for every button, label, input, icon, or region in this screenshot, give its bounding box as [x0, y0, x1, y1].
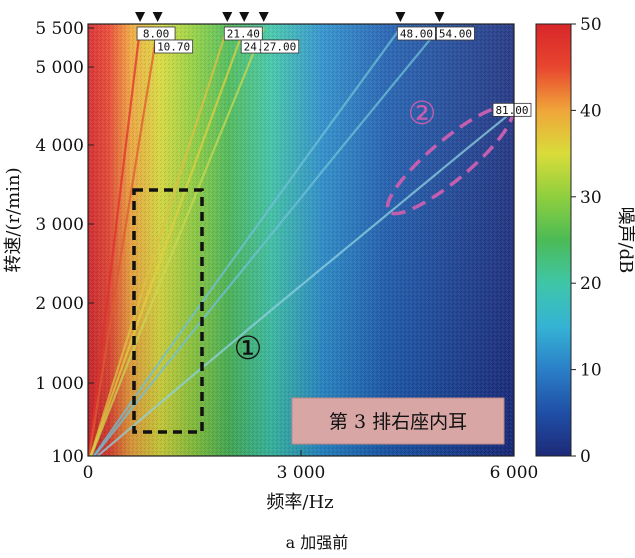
order-marker: 48.00	[395, 12, 436, 41]
order-line	[93, 27, 441, 456]
y-tick-label: 100	[52, 447, 84, 467]
colorbar-tick-label: 50	[580, 15, 602, 35]
order-marker-triangle	[135, 12, 146, 22]
colorbar-ticks: 0 10 20 30 40 50	[571, 15, 602, 467]
order-marker: 54.00	[434, 12, 475, 41]
order-marker: 21.40	[222, 12, 263, 41]
order-line	[90, 27, 265, 456]
heatmap-area	[88, 24, 514, 456]
x-tick-label: 0	[83, 463, 94, 483]
order-label: 10.70	[157, 41, 190, 54]
region-1-box	[132, 188, 204, 434]
order-marker-triangle	[222, 12, 233, 22]
location-annotation-text: 第 3 排右座内耳	[329, 411, 467, 433]
x-tick-label: 6 000	[490, 463, 539, 483]
order-line	[88, 27, 159, 456]
y-tick-label: 1 000	[35, 374, 84, 394]
order-label: 81.00	[495, 104, 528, 117]
order-label: 8.00	[143, 28, 170, 41]
x-axis-title: 频率/Hz	[266, 492, 333, 513]
order-marker: 27.00	[258, 12, 300, 54]
location-annotation-box	[291, 397, 505, 445]
colorbar-title: 噪声/dB	[615, 207, 635, 274]
order-marker-triangle	[258, 12, 269, 22]
order-label: 48.00	[400, 28, 433, 41]
y-tick-label: 5 000	[35, 58, 84, 78]
order-marker: 81.00	[492, 102, 532, 117]
order-label-box	[154, 39, 194, 54]
colorbar-tick-label: 20	[580, 274, 602, 294]
order-label: 21.40	[227, 28, 260, 41]
y-tick-label: 5 500	[35, 19, 84, 39]
order-label-box	[260, 39, 300, 54]
order-marker-triangle	[434, 12, 445, 22]
order-label-box	[436, 26, 475, 41]
order-line	[89, 27, 246, 456]
order-marker-triangle	[395, 12, 406, 22]
figure-caption: a 加强前	[286, 533, 349, 552]
order-line	[88, 27, 142, 456]
order-marker: 10.70	[152, 12, 194, 54]
y-axis: 100 1 000 2 000 3 000 4 000 5 000 5 500	[35, 19, 94, 467]
order-line	[92, 27, 402, 456]
region-2-label: ②	[408, 94, 437, 132]
region-1-label: ①	[234, 329, 263, 367]
order-label-box	[492, 102, 532, 117]
colorbar-tick-label: 30	[580, 188, 602, 208]
y-tick-label: 4 000	[35, 136, 84, 156]
y-tick-label: 3 000	[35, 215, 84, 235]
y-axis-title: 转速/(r/min)	[3, 167, 24, 272]
colorbar-tick-label: 0	[580, 447, 591, 467]
order-line	[89, 27, 229, 456]
x-axis: 0 3 000 6 000	[83, 450, 539, 483]
order-label-box	[396, 26, 436, 41]
order-label: 54.00	[439, 28, 472, 41]
colorbar-tick-label: 40	[580, 101, 602, 121]
order-lines	[88, 27, 511, 456]
order-marker-triangle	[152, 12, 163, 22]
order-line	[96, 112, 511, 456]
y-tick-label: 2 000	[35, 294, 84, 314]
order-label: 27.00	[263, 41, 296, 54]
order-marker: 8.00	[135, 12, 176, 41]
colorbar-tick-label: 10	[580, 361, 602, 381]
order-marker-triangle	[239, 12, 250, 22]
colorbar	[535, 23, 572, 457]
x-tick-label: 3 000	[277, 463, 326, 483]
